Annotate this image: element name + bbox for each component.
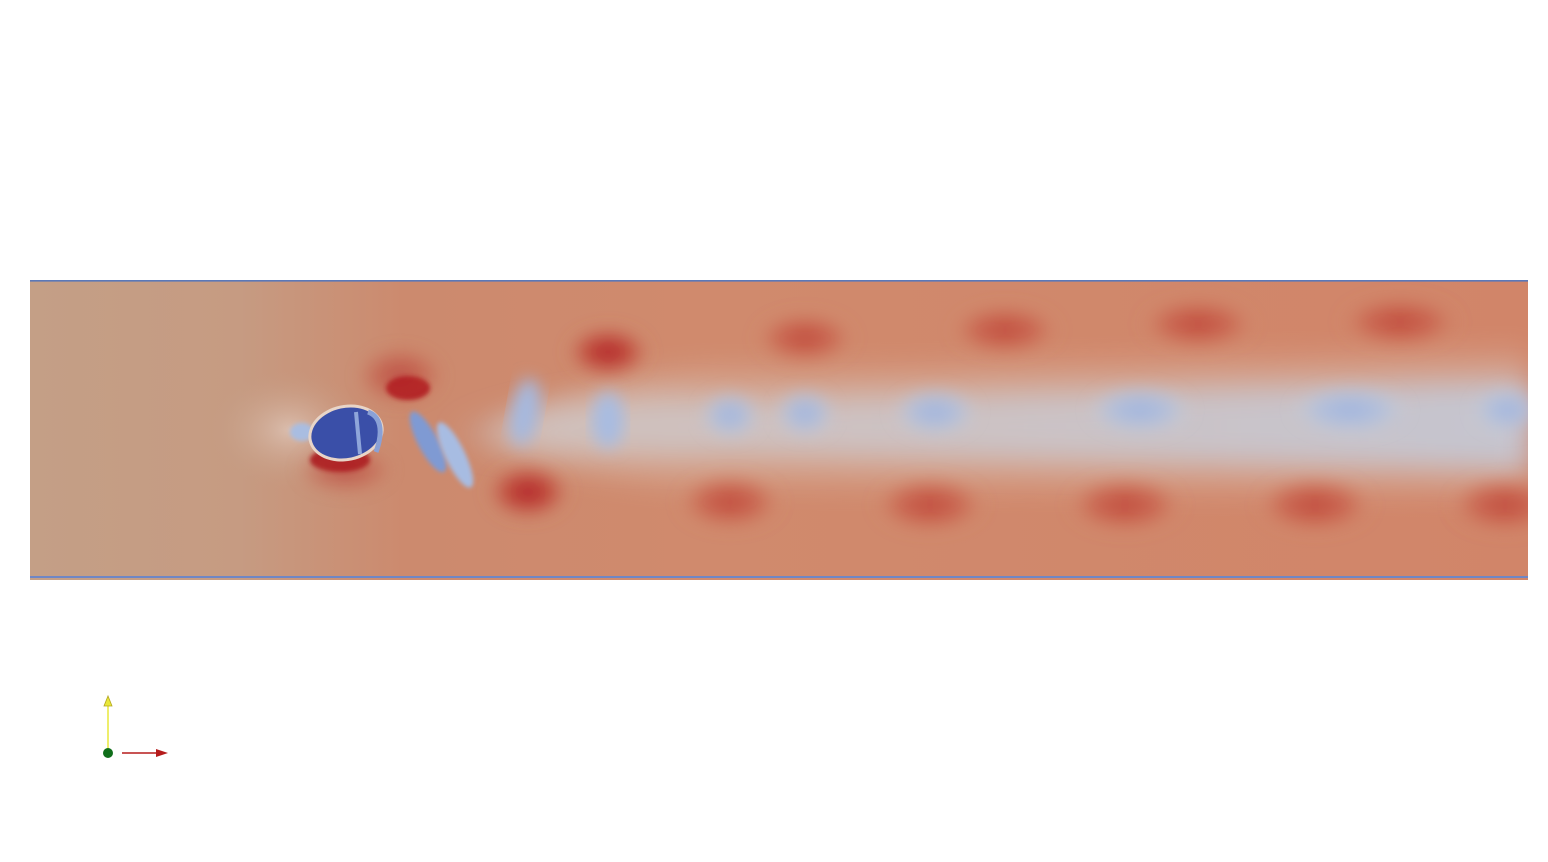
cylinder-body: [311, 407, 381, 459]
vortex-upper-2: [755, 312, 855, 364]
vortex-upper-3: [950, 304, 1060, 356]
wake-vortex-1: [700, 391, 760, 439]
vortex-upper-5: [1340, 296, 1460, 348]
filament-1: [409, 411, 447, 473]
vortex-upper-1: [566, 326, 650, 378]
wake-halo: [490, 350, 1528, 495]
vortex-upper-4: [1140, 298, 1256, 350]
flow-field-svg: [30, 280, 1528, 580]
shear-upper-glow: [355, 346, 445, 406]
x-axis-arrow: [156, 749, 168, 757]
vortex-lower-5: [1257, 477, 1373, 533]
wake-vortex-6: [1473, 388, 1528, 432]
orientation-axes-svg: [103, 694, 168, 758]
cylinder-rim: [366, 409, 383, 453]
vortex-lower-3: [874, 477, 986, 533]
vortex-lower-4: [1067, 477, 1183, 533]
shear-lower-glow: [295, 445, 395, 495]
cylinder-highlight: [354, 411, 362, 455]
y-axis-arrow: [103, 694, 113, 707]
flow-field-render: [30, 280, 1528, 580]
orientation-axes: [90, 686, 180, 766]
wake-vortex-2: [775, 389, 835, 437]
filament-4: [592, 392, 624, 448]
wake-vortex-4: [1088, 386, 1192, 434]
vortex-lower-2: [678, 474, 782, 530]
vortex-lower-1: [486, 464, 570, 520]
origin-point: [103, 748, 113, 758]
wake-vortex-5: [1292, 386, 1408, 434]
filament-2: [436, 422, 474, 488]
filament-3: [510, 378, 540, 446]
vortex-lower-6: [1450, 477, 1528, 533]
wake-vortex-3: [893, 388, 977, 436]
upstream-tip: [290, 423, 314, 441]
